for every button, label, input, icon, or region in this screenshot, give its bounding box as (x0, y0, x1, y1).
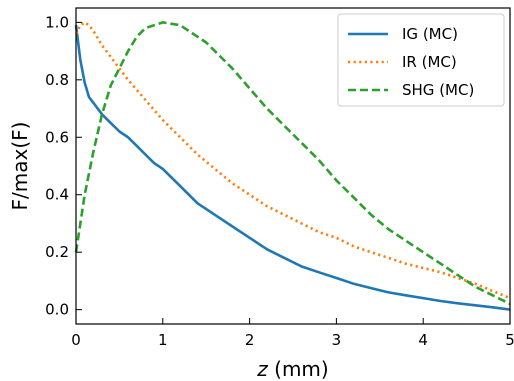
y-tick-label: 0.2 (45, 243, 69, 261)
y-tick-label: 0.8 (45, 71, 69, 89)
y-tick-label: 0.0 (45, 301, 69, 319)
legend: IG (MC) IR (MC) SHG (MC) (337, 13, 505, 107)
series-line-3 (74, 21, 511, 306)
legend-label-2: IR (MC) (402, 53, 457, 71)
x-axis-variable: z (256, 357, 268, 381)
y-tick-label: 1.0 (45, 13, 69, 31)
x-tick-label: 0 (71, 331, 81, 349)
x-axis-label: z (mm) (256, 357, 328, 381)
y-axis-label: F/max(F) (8, 122, 32, 211)
legend-label-1: IG (MC) (402, 25, 458, 43)
x-tick-label: 1 (158, 331, 168, 349)
plot-frame (75, 7, 511, 325)
x-tick-label: 2 (245, 331, 255, 349)
legend-label-3: SHG (MC) (402, 81, 474, 99)
x-axis-unit: (mm) (268, 357, 329, 381)
series-line-2 (74, 21, 511, 300)
x-tick-label: 4 (418, 331, 428, 349)
legend-box (337, 13, 505, 107)
y-tick-label: 0.6 (45, 128, 69, 146)
ticks: 0 1 2 3 4 5 0.0 0.2 0.4 0.6 0.8 1.0 (45, 13, 514, 349)
series-line-1 (74, 25, 511, 311)
x-tick-label: 3 (332, 331, 342, 349)
y-tick-label: 0.4 (45, 186, 69, 204)
x-tick-label: 5 (505, 331, 514, 349)
plot-lines (74, 21, 511, 311)
